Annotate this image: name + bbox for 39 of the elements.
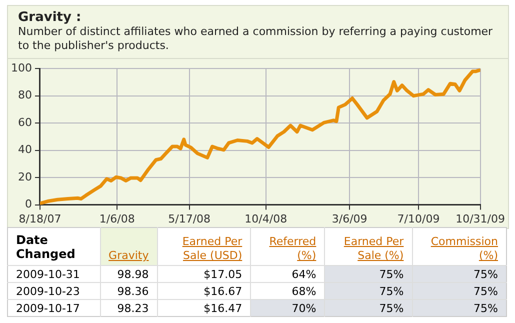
y-tick-label: 0	[24, 198, 32, 211]
y-tick-label: 40	[18, 143, 32, 156]
y-tick-label: 80	[18, 88, 32, 102]
x-tick-label: 10/4/08	[244, 212, 288, 226]
series-label: 2009-10-17	[15, 300, 81, 316]
data-label: 75%	[324, 266, 412, 282]
category-label: Earned Per Sale (USD)	[157, 228, 251, 266]
x-tick-label: 5/17/08	[168, 212, 211, 226]
category-label: Commission (%)	[412, 228, 506, 266]
chart-title: Gravity :	[18, 10, 82, 25]
x-tick-label: 8/18/07	[18, 212, 62, 226]
text: Date Changed	[15, 232, 76, 263]
y-tick-label: 100	[10, 61, 32, 74]
data-label: 98.23	[100, 300, 158, 316]
data-label: 75%	[324, 300, 412, 316]
x-tick-label: 3/6/09	[332, 212, 368, 226]
y-tick-label: 60	[18, 116, 32, 129]
series-label: 2009-10-23	[15, 284, 81, 300]
data-label: 75%	[412, 266, 506, 282]
data-label: 75%	[324, 282, 412, 300]
y-tick-label: 20	[18, 170, 32, 184]
x-tick-label: 1/6/08	[99, 212, 135, 226]
x-tick-label: 7/10/09	[397, 212, 440, 226]
x-tick-label: 10/31/09	[456, 212, 505, 226]
data-label: 98.36	[100, 282, 158, 300]
data-label: 68%	[250, 282, 325, 300]
chart-subtitle: Number of distinct affiliates who earned a commission by referring a paying customer to the publisher's products.	[18, 25, 494, 53]
series-label: 2009-10-31	[15, 266, 81, 282]
data-label: $17.05	[157, 266, 251, 282]
data-label: 70%	[250, 300, 325, 316]
data-label: 75%	[412, 282, 506, 300]
data-label: 75%	[412, 300, 506, 316]
data-label: 98.98	[100, 266, 158, 282]
data-label: 64%	[250, 266, 325, 282]
category-label: Referred (%)	[250, 228, 325, 266]
data-label: $16.47	[157, 300, 251, 316]
category-label: Gravity	[100, 228, 158, 266]
data-label: $16.67	[157, 282, 251, 300]
category-label: Earned Per Sale (%)	[324, 228, 412, 266]
